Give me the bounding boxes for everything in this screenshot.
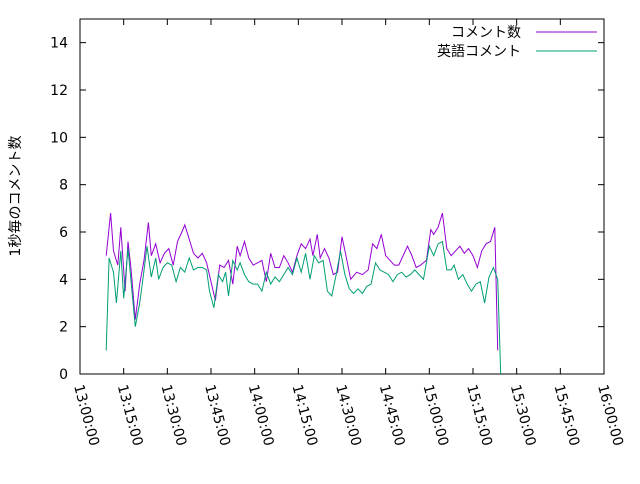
x-tick-label: 13:15:00 [114, 383, 146, 448]
y-tick-label: 12 [50, 83, 68, 99]
series-line-1 [105, 212, 499, 351]
x-tick-label: 13:45:00 [201, 383, 233, 448]
x-tick-label: 14:30:00 [332, 383, 364, 448]
legend-label: 英語コメント [437, 43, 521, 60]
x-tick-label: 14:15:00 [288, 383, 320, 448]
y-axis-label: 1秒毎のコメント数 [8, 136, 24, 257]
y-tick-label: 2 [59, 320, 68, 336]
x-axis: 13:00:00 13:15:00 13:30:00 13:45:00 14:00:00… [70, 19, 626, 448]
y-axis: 0 2 4 6 8 10 12 14 [50, 36, 604, 383]
series-lines [105, 212, 502, 375]
y-tick-label: 0 [59, 367, 68, 383]
x-tick-label: 15:45:00 [550, 383, 582, 448]
x-tick-label: 15:00:00 [419, 383, 451, 448]
x-tick-label: 14:00:00 [245, 383, 277, 448]
legend-label: コメント数 [451, 25, 521, 41]
x-tick-label: 15:15:00 [463, 383, 495, 448]
x-tick-label: 13:00:00 [70, 383, 102, 448]
x-tick-label: 13:30:00 [157, 383, 189, 448]
x-tick-label: 15:30:00 [507, 383, 539, 448]
y-tick-label: 10 [50, 130, 68, 146]
y-tick-label: 8 [59, 178, 68, 194]
y-tick-label: 6 [59, 225, 68, 241]
y-tick-label: 4 [59, 272, 68, 288]
y-tick-label: 14 [50, 36, 68, 52]
plot-frame [79, 18, 605, 375]
x-tick-label: 14:45:00 [376, 383, 408, 448]
series-line-2 [105, 240, 502, 375]
x-tick-label: 16:00:00 [594, 383, 626, 448]
